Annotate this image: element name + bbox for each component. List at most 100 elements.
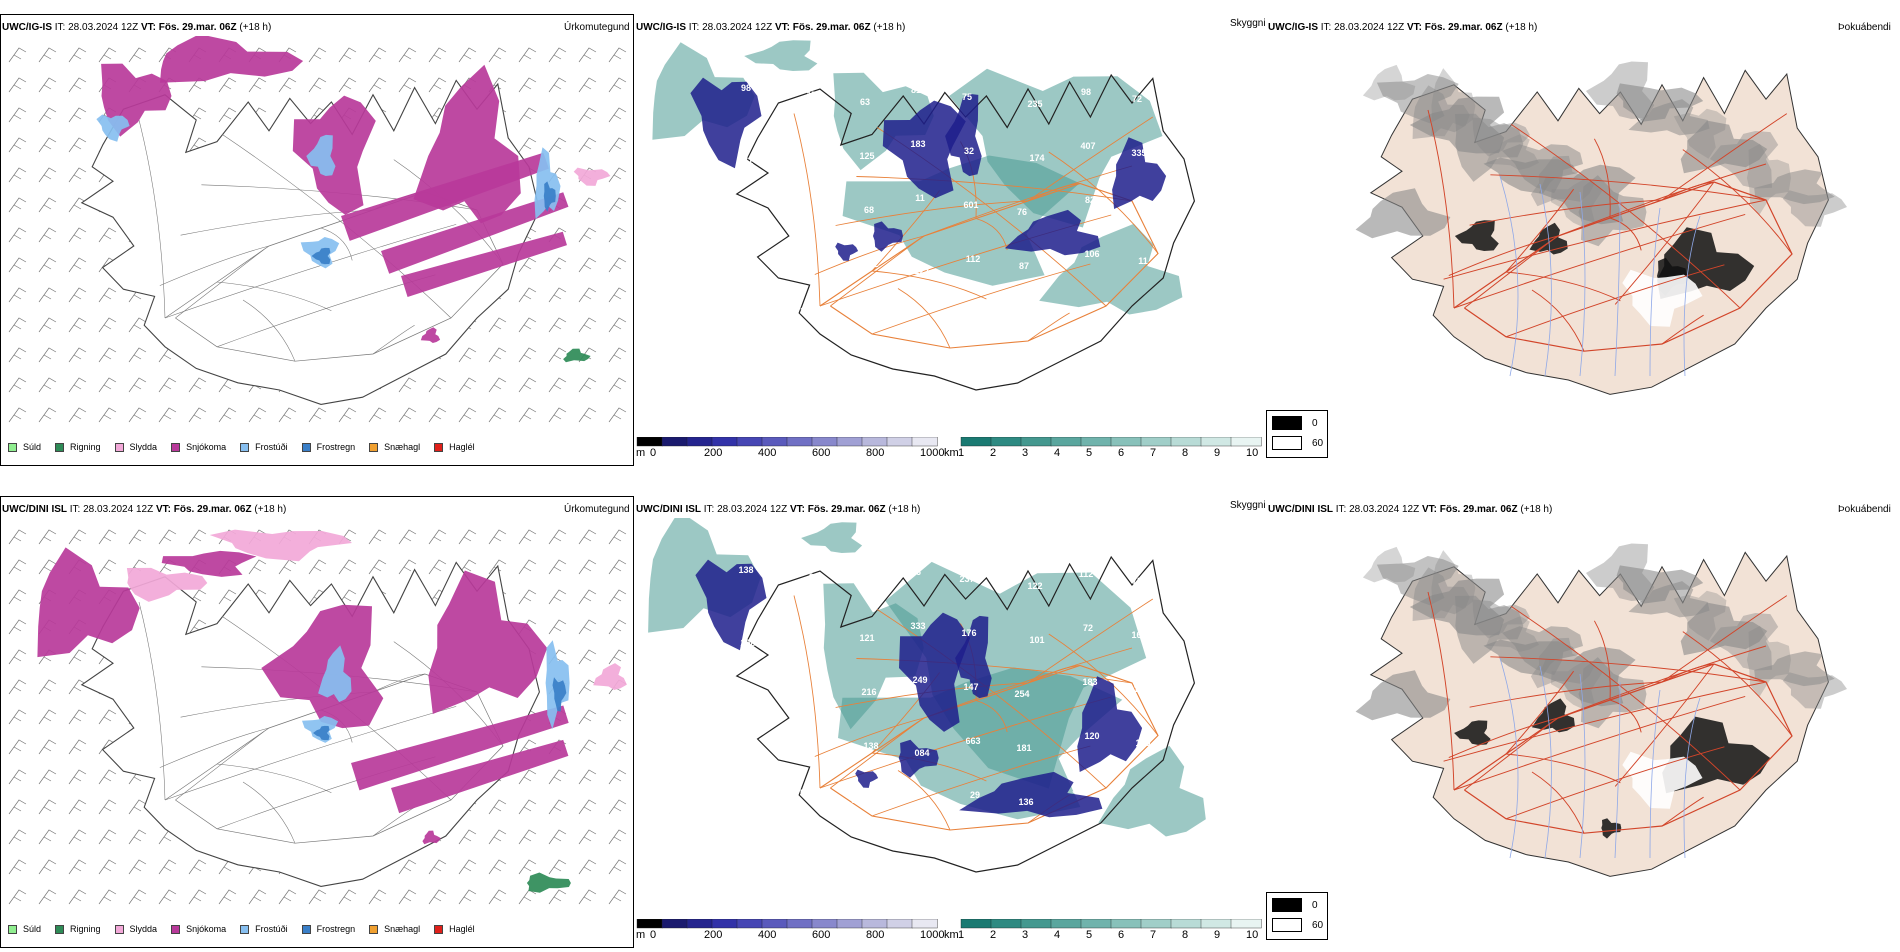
visibility-map: 138 96 85 76 237 122 112 73 258 115 121 333 176 101 72… (648, 518, 1206, 873)
visibility-value-label: 68 (864, 205, 874, 215)
it-label: IT: (54, 22, 66, 33)
colorbar-segment (736, 437, 763, 447)
legend-swatch (114, 924, 124, 934)
visibility-value-label: 165 (793, 680, 808, 690)
legend-label: Slydda (129, 442, 158, 452)
precip-legend: Súld Rigning Slydda Snjókoma Frostúði Frostre… (8, 924, 489, 934)
colorbar-tick-label: 800 (866, 447, 885, 459)
colorbar-tick-label: 200 (704, 929, 723, 941)
legend-item-6: Frostregn (301, 442, 355, 452)
visibility-value-label: 237 (959, 574, 974, 584)
legend-swatch (55, 924, 65, 934)
legend-label: Frostúði (255, 924, 288, 934)
visibility-value-label: 109 (1135, 738, 1150, 748)
visibility-value-label: 29 (970, 790, 980, 800)
fog-header: UWC/DINI ISL IT: 28.03.2024 12Z VT: Fös.… (1268, 504, 1552, 516)
colorbar-segment (1110, 919, 1142, 929)
colorbar-tick-label: 4 (1054, 929, 1061, 941)
legend-swatch (434, 442, 444, 452)
legend-item-7: Snæhagl (369, 442, 420, 452)
vt-value: Fös. 29.mar. 06Z (792, 22, 871, 33)
precip-map (8, 36, 627, 423)
fog-key-swatch (1272, 918, 1302, 932)
lead-time: (+18 h) (254, 504, 287, 515)
visibility-map: 98 173 63 81 75 235 98 72 71 26 125 183 32 174 407 335 2… (652, 40, 1196, 391)
fog-key-swatch (1272, 416, 1302, 430)
legend-item-2: Rigning (55, 924, 101, 934)
colorbar-segment (886, 437, 913, 447)
colorbar-segment (811, 437, 838, 447)
colorbar-tick-label: 4 (1054, 447, 1061, 459)
it-label: IT: (703, 504, 715, 515)
colorbar-tick-label: 1 (958, 447, 965, 459)
vis-header: UWC/IG-IS IT: 28.03.2024 12Z VT: Fös. 29… (636, 22, 905, 34)
vt-value: Fös. 29.mar. 06Z (1439, 504, 1518, 515)
lead-time: (+18 h) (1505, 22, 1538, 33)
legend-swatch (434, 924, 444, 934)
colorbar-segment (886, 919, 913, 929)
fog-key-item: 60 (1272, 918, 1323, 932)
colorbar-tick-label: 2 (990, 929, 997, 941)
colorbar-segment (761, 919, 788, 929)
fog-key-swatch (1272, 436, 1302, 450)
colorbar-segment (1140, 437, 1172, 447)
visibility-value-label: 106 (1084, 249, 1099, 259)
vt-label: VT: (140, 22, 156, 33)
legend-item-6: Frostregn (301, 924, 355, 934)
colorbar-segment (1230, 437, 1262, 447)
colorbar-segment (661, 919, 688, 929)
legend-swatch (369, 924, 379, 934)
legend-label: Snæhagl (384, 924, 421, 934)
visibility-value-label: 41 (851, 313, 861, 323)
visibility-value-label: 215 (742, 210, 757, 220)
visibility-value-label: 112 (1079, 569, 1094, 579)
colorbar-segment (960, 437, 992, 447)
it-label: IT: (688, 22, 700, 33)
colorbar-tick-label: 5 (1086, 929, 1093, 941)
precip-title: Úrkomutegund (564, 504, 630, 515)
legend-label: Súld (23, 924, 42, 934)
legend-label: Snjókoma (186, 442, 227, 452)
colorbar-tick-label: 8 (1182, 929, 1189, 941)
visibility-value-label: 11 (915, 193, 925, 203)
visibility-value-label: 125 (859, 151, 874, 161)
colorbar-segment (1020, 919, 1052, 929)
colorbar-tick-label: 5 (1086, 447, 1093, 459)
visibility-colorbar (960, 919, 1262, 929)
visibility-value-label: 084 (914, 748, 929, 758)
colorbar-segment (911, 919, 938, 929)
visibility-value-label: 42 (749, 318, 759, 328)
fog-map (1355, 61, 1847, 395)
visibility-value-label: 63 (860, 97, 870, 107)
visibility-value-label: 333 (910, 621, 925, 631)
visibility-value-label: 26 (811, 144, 821, 154)
precip-legend: Súld Rigning Slydda Snjókoma Frostúði Frostre… (8, 442, 489, 452)
visibility-value-label: 268 (744, 746, 759, 756)
visibility-value-label: 174 (1029, 153, 1044, 163)
visibility-value-label: 32 (964, 146, 974, 156)
colorbar-segment (990, 437, 1022, 447)
precip-header: UWC/IG-IS IT: 28.03.2024 12Z VT: Fös. 29… (2, 22, 271, 34)
lead-time: (+18 h) (1520, 504, 1553, 515)
colorbar-segment (1050, 919, 1082, 929)
colorbar-tick-label: 400 (758, 929, 777, 941)
colorbar-segment (911, 437, 938, 447)
visibility-value-label: 96 (809, 572, 819, 582)
colorbar-tick-label: 3 (1022, 447, 1029, 459)
vis-header: UWC/DINI ISL IT: 28.03.2024 12Z VT: Fös.… (636, 504, 920, 516)
visibility-value-label: 183 (910, 139, 925, 149)
visibility-colorbar (960, 437, 1262, 447)
fog-key-label: 60 (1312, 437, 1324, 449)
visibility-value-label: 407 (1080, 141, 1095, 151)
fog-title: Þokuábendi (1838, 22, 1891, 33)
fog-key-item: 60 (1272, 436, 1323, 450)
colorbar-segment (1170, 437, 1202, 447)
visibility-value-label: 335 (1131, 148, 1146, 158)
colorbar-unit: km (944, 447, 959, 459)
legend-item-3: Slydda (114, 442, 158, 452)
colorbar-tick-label: 6 (1118, 929, 1125, 941)
visibility-value-label: 167 (1131, 630, 1146, 640)
it-value: 28.03.2024 12Z (1349, 504, 1420, 515)
it-label: IT: (1320, 22, 1332, 33)
visibility-value-label: 44 (919, 320, 929, 330)
